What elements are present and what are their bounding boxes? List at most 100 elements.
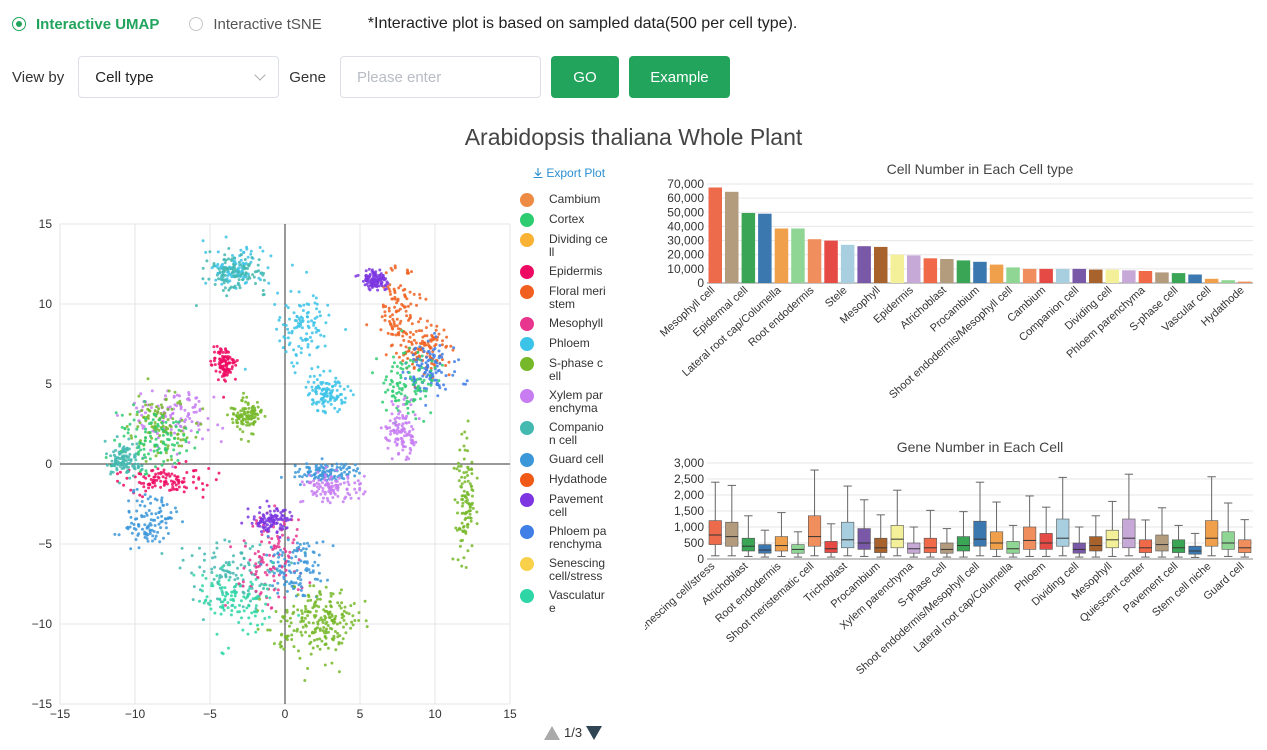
scatter-point [146,407,150,411]
legend-item[interactable]: Companion cell [520,421,620,447]
scatter-point [312,584,316,588]
scatter-point [318,647,322,651]
gene-input[interactable] [339,56,541,98]
legend-item[interactable]: Pavement cell [520,493,620,519]
bar [741,213,756,283]
scatter-point [314,609,318,613]
legend-item[interactable]: Guard cell [520,453,620,467]
scatter-point [275,327,279,331]
scatter-point [396,424,400,428]
legend-item[interactable]: S-phase cell [520,357,620,383]
scatter-point [331,385,334,389]
scatter-point [419,397,422,401]
scatter-point [239,253,243,257]
scatter-point [321,481,324,485]
scatter-point [403,434,406,438]
scatter-point [424,297,428,301]
scatter-point [173,437,177,440]
next-page-icon[interactable] [586,725,603,740]
scatter-point [194,304,198,308]
scatter-point [383,318,387,322]
scatter-point [216,423,220,427]
x-tick-label: −10 [125,707,146,720]
radio-interactive-umap[interactable]: Interactive UMAP [12,16,159,33]
legend-item[interactable]: Xylem parenchyma [520,389,620,415]
scatter-point [406,411,410,415]
scatter-point [266,534,270,538]
box [956,536,971,552]
scatter-point [286,336,290,340]
prev-page-icon[interactable] [544,725,560,740]
scatter-point [378,268,382,272]
scatter-point [321,392,325,396]
scatter-point [425,334,429,338]
scatter-point [340,641,344,645]
go-button[interactable]: GO [550,56,619,98]
legend-item[interactable]: Epidermis [520,265,620,279]
scatter-cluster [116,460,221,499]
x-tick-label: 10 [428,707,442,720]
scatter-point [398,387,401,390]
scatter-point [389,292,392,296]
legend-item[interactable]: Vasculature [520,589,620,615]
legend-item[interactable]: Phloem parenchyma [520,525,620,551]
legend-item[interactable]: Dividing cell [520,233,620,259]
scatter-point [321,396,325,400]
scatter-point [146,497,150,501]
scatter-point [155,448,159,452]
scatter-point [463,480,467,484]
scatter-point [214,278,218,282]
scatter-point [160,552,164,555]
scatter-point [236,411,240,415]
scatter-point [256,594,260,598]
scatter-point [335,462,339,466]
scatter-point [256,521,260,525]
export-plot-button[interactable]: Export Plot [533,166,605,180]
example-button[interactable]: Example [628,56,730,98]
legend-item[interactable]: Cortex [520,213,620,227]
legend-label: Phloem [549,336,590,350]
box-plot [1221,502,1235,557]
bar [989,264,1004,283]
scatter-point [462,556,466,560]
scatter-point [305,270,309,274]
legend-item[interactable]: Phloem [520,337,620,351]
legend-color-icon [520,233,534,247]
scatter-point [272,509,276,513]
scatter-point [337,476,341,480]
legend-item[interactable]: Mesophyll [520,317,620,331]
legend-item[interactable]: Floral meristem [520,285,620,311]
scatter-point [136,410,139,414]
scatter-point [213,611,217,615]
box-plot [1122,473,1136,557]
scatter-point [409,403,413,407]
scatter-point [322,496,325,500]
legend-item[interactable]: Cambium [520,193,620,207]
scatter-point [194,435,198,439]
scatter-point [405,402,409,406]
scatter-point [165,448,169,452]
scatter-point [391,313,394,317]
view-by-select[interactable]: Cell type [78,56,280,98]
scatter-point [140,467,144,471]
legend-item[interactable]: Senescing cell/stress [520,557,620,583]
legend-item[interactable]: Hydathode [520,473,620,487]
scatter-point [326,303,330,307]
scatter-point [400,424,404,428]
legend-color-icon [520,337,534,351]
scatter-point [433,378,437,382]
scatter-point [459,539,463,543]
scatter-point [126,431,130,435]
scatter-point [120,462,123,466]
scatter-point [135,517,139,521]
scatter-point [380,284,384,288]
scatter-point [254,562,258,566]
radio-interactive-tsne[interactable]: Interactive tSNE [189,16,322,33]
scatter-point [188,398,191,402]
scatter-point [400,329,404,333]
scatter-point [137,450,141,454]
scatter-point [167,389,171,393]
scatter-point [311,621,315,625]
scatter-point [470,544,474,548]
